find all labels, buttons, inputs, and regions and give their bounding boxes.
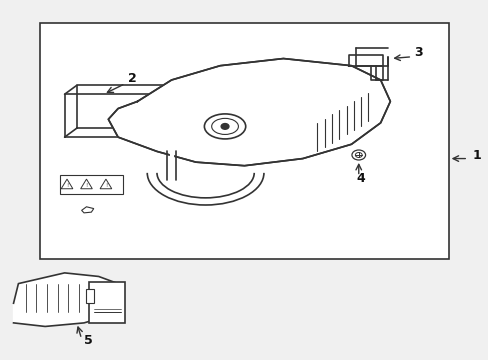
Text: 1: 1 — [472, 149, 481, 162]
Text: 4: 4 — [356, 172, 365, 185]
Bar — [86, 289, 94, 303]
Circle shape — [351, 150, 365, 160]
Polygon shape — [81, 207, 94, 213]
Text: !: ! — [66, 183, 68, 188]
Polygon shape — [14, 273, 122, 327]
Bar — [40, 23, 448, 258]
Text: !: ! — [85, 183, 87, 188]
Circle shape — [221, 123, 228, 129]
Bar — [89, 282, 125, 323]
Ellipse shape — [204, 114, 245, 139]
Text: 3: 3 — [414, 46, 423, 59]
Polygon shape — [108, 59, 389, 166]
Text: 5: 5 — [84, 334, 93, 347]
Bar — [60, 175, 122, 194]
Text: !: ! — [104, 183, 107, 188]
Circle shape — [355, 153, 362, 157]
Ellipse shape — [211, 118, 238, 134]
Text: 2: 2 — [127, 72, 136, 85]
